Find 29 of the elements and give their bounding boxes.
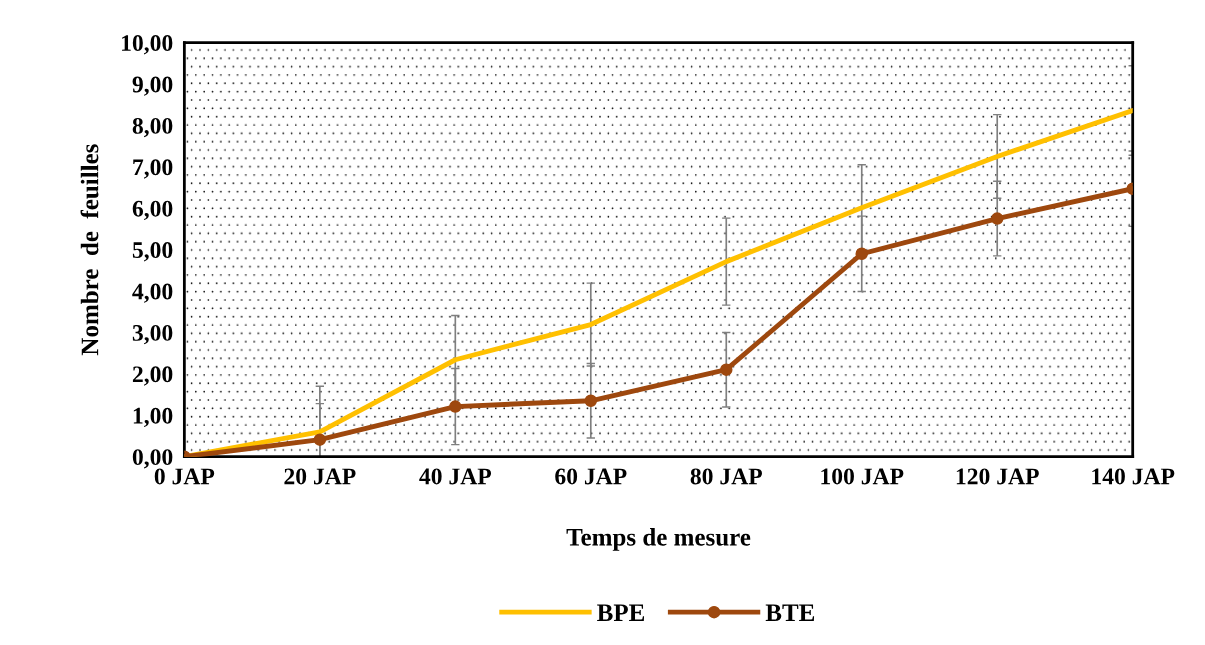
x-tick-label: 80 JAP (690, 468, 762, 485)
point (313, 433, 327, 446)
y-tick-label: 6,00 (132, 200, 173, 221)
y-tick-label: 4,00 (132, 283, 173, 303)
x-tick-label: 20 JAP (284, 468, 356, 485)
y-tick-label: 2,00 (132, 366, 173, 386)
x-tick-label: 140 JAP (1092, 468, 1175, 485)
point (584, 394, 598, 408)
y-tick-label: 5,00 (132, 242, 173, 262)
x-tick-label: 60 JAP (555, 468, 627, 485)
y-tick-label: 8,00 (132, 117, 173, 138)
point (990, 212, 1004, 225)
y-tick-label: 0,00 (132, 449, 173, 469)
x-axis-title: Temps de mesure (566, 528, 751, 551)
point (449, 400, 462, 413)
y-tick-label: 3,00 (132, 324, 173, 345)
x-tick-label: 40 JAP (419, 468, 492, 485)
x-tick-label: 0 JAP (154, 468, 215, 485)
point (720, 363, 733, 376)
y-tick-label: 10,00 (122, 35, 173, 55)
legend-label: BTE (765, 604, 815, 621)
point (855, 247, 868, 261)
y-tick-label: 9,00 (132, 76, 173, 96)
x-tick-label: 120 JAP (956, 468, 1039, 485)
y-tick-label: 7,00 (133, 159, 173, 179)
y-axis-title: Nombre de feuilles (80, 144, 99, 356)
legend-label: BPE (597, 604, 645, 621)
x-tick-label: 100 JAP (821, 468, 904, 485)
y-tick-label: 1,00 (133, 407, 173, 428)
